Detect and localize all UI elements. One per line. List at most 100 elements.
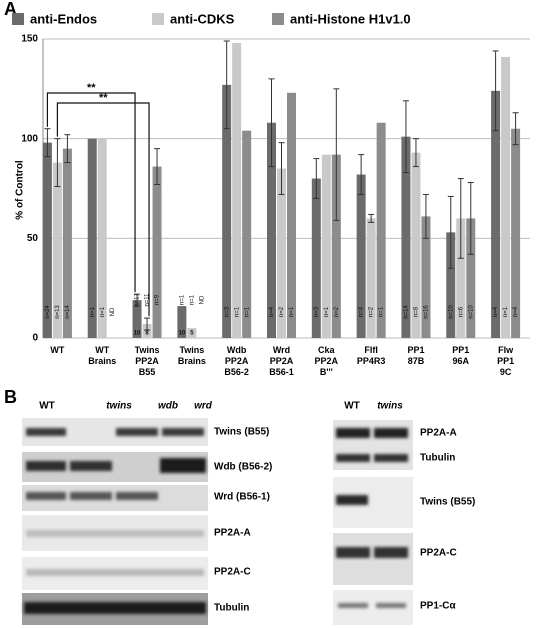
- n-label: ND: [110, 307, 116, 316]
- row-label: PP1-Cα: [420, 601, 456, 612]
- y-tick-label: 50: [27, 233, 39, 244]
- bar: [376, 122, 386, 338]
- n-label: n=10: [448, 305, 454, 319]
- legend-label: anti-Endos: [30, 11, 97, 26]
- n-label: n=4: [359, 306, 365, 317]
- row-label: PP2A-A: [214, 528, 251, 539]
- bar: [242, 130, 252, 338]
- n-label: n=4: [493, 306, 499, 317]
- lane-label: twins: [377, 401, 403, 412]
- n-label: n=4: [269, 306, 275, 317]
- n-label: n=3: [224, 306, 230, 317]
- x-tick-label: Wdb PP2A B56-2: [224, 345, 249, 377]
- significance-label: **: [99, 92, 108, 104]
- x-tick-label: Cka PP2A B''': [314, 345, 339, 377]
- bar: [366, 218, 376, 338]
- lane-label: WT: [344, 401, 360, 412]
- n-label: n=1: [379, 306, 385, 317]
- row-label: PP2A-A: [420, 428, 457, 439]
- bar: [331, 154, 341, 338]
- bar: [446, 232, 456, 338]
- bar: [177, 306, 187, 338]
- n-label: ND: [199, 295, 205, 304]
- x-tick-label: WT: [50, 345, 65, 355]
- x-tick-label: PP1 87B: [407, 345, 425, 366]
- bar: [152, 166, 162, 338]
- bar: [501, 56, 511, 338]
- x-tick-label: Flw PP1 9C: [497, 345, 515, 377]
- bar: [277, 168, 286, 338]
- bar: [232, 42, 242, 339]
- row-label: Twins (B55): [214, 427, 269, 438]
- n-label: n=1: [100, 306, 106, 317]
- bar: [62, 148, 72, 338]
- n-label: n=14: [404, 305, 410, 319]
- n-label: n=1: [189, 294, 195, 305]
- bar: [132, 300, 142, 338]
- n-label: n=3: [314, 306, 320, 317]
- bar: [411, 152, 421, 338]
- bar: [321, 154, 331, 338]
- bar: [421, 216, 431, 338]
- bar: [142, 324, 152, 338]
- base-label: 10: [134, 331, 141, 337]
- row-label: PP2A-C: [420, 548, 457, 559]
- bar: [356, 174, 366, 338]
- n-label: n=1: [179, 294, 185, 305]
- y-tick-label: 150: [21, 34, 38, 45]
- bar: [311, 178, 321, 338]
- bar: [267, 122, 276, 338]
- n-label: n=4: [513, 306, 519, 317]
- row-label: Wdb (B56-2): [214, 462, 272, 473]
- legend-swatch: [152, 13, 164, 25]
- bar: [187, 328, 197, 338]
- panel-label: B: [4, 387, 17, 407]
- row-label: PP2A-C: [214, 567, 251, 578]
- significance-label: **: [87, 82, 96, 94]
- x-tick-label: PP1 96A: [452, 345, 470, 366]
- x-tick-label: Flfl PP4R3: [356, 345, 386, 366]
- n-label: n=1: [289, 306, 295, 317]
- row-label: Tubulin: [214, 603, 249, 614]
- n-label: n=14: [65, 305, 71, 319]
- y-tick-label: 0: [32, 333, 38, 344]
- n-label: n=16: [424, 305, 430, 319]
- lane-label: wdb: [158, 401, 178, 412]
- x-tick-label: Twins Brains: [177, 345, 206, 366]
- bar: [466, 218, 476, 338]
- lane-label: wrd: [194, 401, 213, 412]
- bar: [222, 84, 232, 338]
- n-label: n=13: [55, 305, 61, 319]
- y-tick-label: 100: [21, 133, 38, 144]
- n-label: n=1: [324, 306, 330, 317]
- x-tick-label: WT Brains: [88, 345, 117, 366]
- base-label: 10: [179, 331, 186, 337]
- legend-label: anti-CDKS: [170, 11, 235, 26]
- n-label: n=1: [503, 306, 509, 317]
- row-label: Twins (B55): [420, 497, 475, 508]
- bar: [456, 218, 466, 338]
- row-label: Tubulin: [420, 453, 455, 464]
- blot-right: [333, 420, 413, 625]
- bar: [97, 138, 107, 338]
- n-label: n=1: [234, 306, 240, 317]
- row-label: Wrd (B56-1): [214, 492, 270, 503]
- legend-swatch: [272, 13, 284, 25]
- bar: [401, 136, 411, 338]
- blot-left: [22, 418, 208, 625]
- n-label: n=24: [45, 305, 51, 319]
- n-label: n=8: [414, 306, 420, 317]
- bar: [87, 138, 97, 338]
- significance-bracket: [56, 102, 150, 317]
- legend-swatch: [12, 13, 24, 25]
- lane-label: WT: [39, 401, 55, 412]
- n-label: n=1: [90, 306, 96, 317]
- n-label: n=6: [458, 306, 464, 317]
- bar: [287, 92, 296, 338]
- n-label: n=11: [145, 293, 151, 307]
- base-label: 8: [145, 331, 149, 337]
- n-label: n=1: [244, 306, 250, 317]
- bar: [52, 162, 62, 338]
- x-tick-label: Twins PP2A B55: [134, 345, 160, 377]
